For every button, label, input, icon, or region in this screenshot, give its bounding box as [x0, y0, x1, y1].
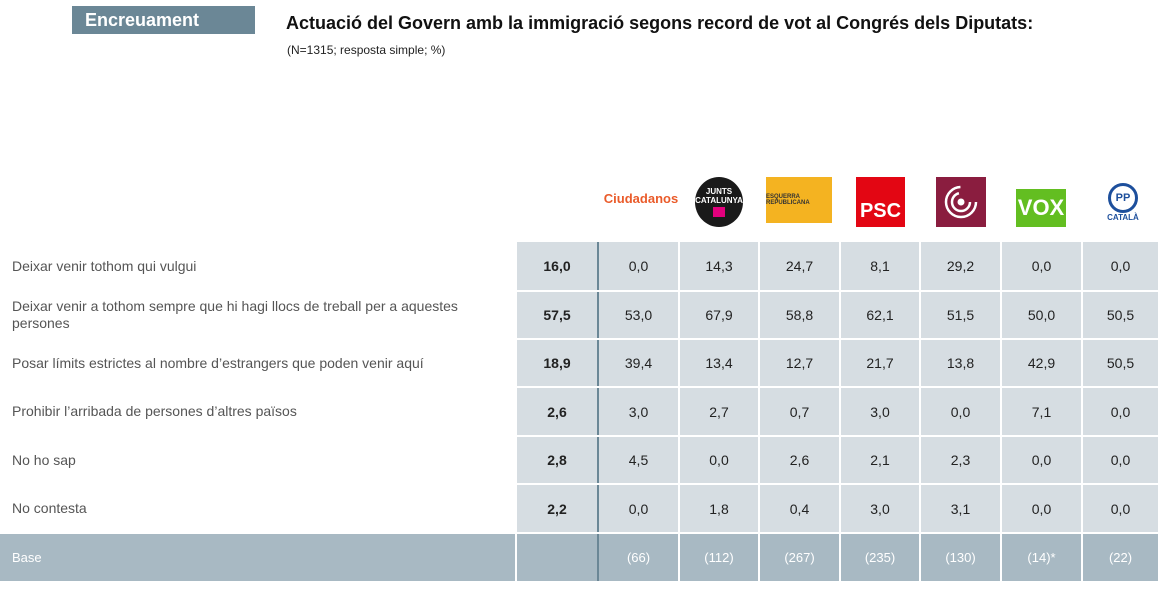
base-cell: (235)	[841, 534, 919, 581]
party-cell: 0,0	[599, 485, 678, 532]
party-cell: 58,8	[760, 292, 839, 338]
party-cell: 0,0	[1002, 485, 1081, 532]
psc-logo: PSC	[856, 177, 905, 227]
party-cell: 1,8	[680, 485, 758, 532]
party-cell: 0,0	[1002, 242, 1081, 290]
ciudadanos-logo: Ciudadanos	[603, 190, 679, 206]
table-row: Deixar venir a tothom sempre que hi hagi…	[0, 292, 1158, 338]
column-separator	[678, 534, 680, 581]
party-cell: 3,0	[841, 485, 919, 532]
party-cell: 51,5	[921, 292, 1000, 338]
column-separator	[919, 534, 921, 581]
party-cell: 29,2	[921, 242, 1000, 290]
party-cell: 24,7	[760, 242, 839, 290]
junts-logo: JUNTS CATALUNYA	[695, 177, 743, 227]
base-cell: (112)	[680, 534, 758, 581]
base-cell	[517, 534, 599, 581]
column-separator	[1000, 534, 1002, 581]
vox-logo: VOX	[1016, 189, 1066, 227]
party-cell: 0,0	[1083, 242, 1158, 290]
party-cell: 67,9	[680, 292, 758, 338]
row-label: Posar límits estrictes al nombre d’estra…	[12, 354, 424, 371]
column-separator	[758, 534, 760, 581]
base-cell: (66)	[599, 534, 678, 581]
comuns-logo	[936, 177, 986, 227]
party-cell: 14,3	[680, 242, 758, 290]
total-cell: 2,2	[517, 485, 599, 532]
chart-subtitle: (N=1315; resposta simple; %)	[287, 43, 446, 57]
table-row: No ho sap 2,8 4,5 0,0 2,6 2,1 2,3 0,0 0,0	[0, 437, 1158, 483]
party-cell: 2,6	[760, 437, 839, 483]
total-cell: 18,9	[517, 340, 599, 386]
column-separator	[1081, 534, 1083, 581]
section-badge: Encreuament	[72, 6, 255, 34]
table-row: No contesta 2,2 0,0 1,8 0,4 3,0 3,1 0,0 0,0	[0, 485, 1158, 532]
row-label: No ho sap	[12, 451, 76, 468]
party-cell: 53,0	[599, 292, 678, 338]
party-cell: 0,0	[680, 437, 758, 483]
party-cell: 2,3	[921, 437, 1000, 483]
party-cell: 0,0	[599, 242, 678, 290]
party-cell: 0,4	[760, 485, 839, 532]
party-cell: 50,5	[1083, 292, 1158, 338]
chart-title: Actuació del Govern amb la immigració se…	[286, 13, 1034, 33]
base-cell: (14)*	[1002, 534, 1081, 581]
party-cell: 3,1	[921, 485, 1000, 532]
party-cell: 3,0	[841, 388, 919, 435]
party-cell: 0,0	[921, 388, 1000, 435]
erc-logo: ESQUERRA REPUBLICANA	[766, 177, 832, 223]
party-cell: 7,1	[1002, 388, 1081, 435]
party-cell: 4,5	[599, 437, 678, 483]
party-cell: 3,0	[599, 388, 678, 435]
column-separator	[515, 534, 517, 581]
party-cell: 62,1	[841, 292, 919, 338]
row-label: Prohibir l’arribada de persones d’altres…	[12, 403, 297, 419]
column-separator	[839, 534, 841, 581]
party-cell: 8,1	[841, 242, 919, 290]
party-cell: 2,7	[680, 388, 758, 435]
party-cell: 0,0	[1083, 485, 1158, 532]
base-cell: (130)	[921, 534, 1000, 581]
total-cell: 2,8	[517, 437, 599, 483]
party-cell: 42,9	[1002, 340, 1081, 386]
table-row: Deixar venir tothom qui vulgui 16,0 0,0 14,…	[0, 242, 1158, 290]
party-cell: 13,4	[680, 340, 758, 386]
party-cell: 0,7	[760, 388, 839, 435]
base-label: Base	[12, 550, 42, 565]
party-cell: 50,0	[1002, 292, 1081, 338]
party-cell: 21,7	[841, 340, 919, 386]
total-cell: 2,6	[517, 388, 599, 435]
row-label: Deixar venir tothom qui vulgui	[12, 257, 197, 274]
base-cell: (22)	[1083, 534, 1158, 581]
row-label: No contesta	[12, 500, 87, 516]
party-cell: 12,7	[760, 340, 839, 386]
row-label: Deixar venir a tothom sempre que hi hagi…	[12, 298, 458, 331]
table-row: Prohibir l’arribada de persones d’altres…	[0, 388, 1158, 435]
party-cell: 0,0	[1002, 437, 1081, 483]
table-row: Posar límits estrictes al nombre d’estra…	[0, 340, 1158, 386]
party-cell: 13,8	[921, 340, 1000, 386]
base-row: Base (66) (112) (267) (235) (130) (14)* (22)	[0, 534, 1158, 581]
party-cell: 2,1	[841, 437, 919, 483]
party-cell: 0,0	[1083, 437, 1158, 483]
party-cell: 0,0	[1083, 388, 1158, 435]
base-cell: (267)	[760, 534, 839, 581]
party-cell: 39,4	[599, 340, 678, 386]
pp-logo: PP CATALÀ	[1103, 180, 1143, 224]
column-separator	[597, 534, 599, 581]
total-cell: 57,5	[517, 292, 599, 338]
party-cell: 50,5	[1083, 340, 1158, 386]
total-cell: 16,0	[517, 242, 599, 290]
